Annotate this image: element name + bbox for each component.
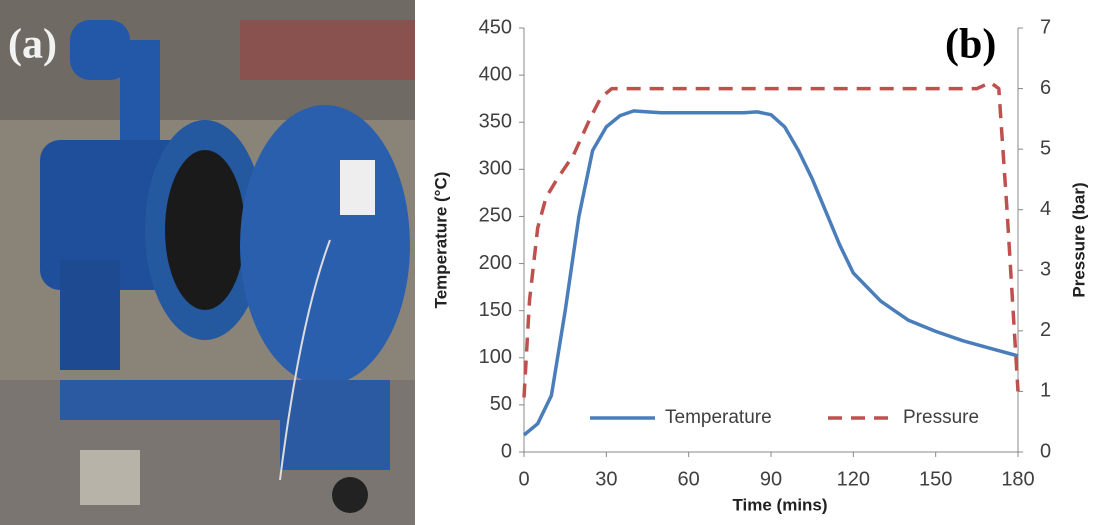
x-tick-label: 90: [760, 468, 782, 490]
x-tick-label: 30: [595, 468, 617, 490]
y-tick-label: 150: [479, 299, 512, 321]
y2-tick-label: 5: [1040, 137, 1051, 159]
y2-tick-label: 1: [1040, 380, 1051, 402]
y2-tick-label: 4: [1040, 198, 1051, 220]
series-line: [522, 80, 1020, 398]
y2-tick-label: 2: [1040, 319, 1051, 341]
panel-label: (b): [945, 22, 996, 68]
x-tick-label: 120: [837, 468, 870, 490]
y2-axis-title: Pressure (bar): [1069, 182, 1088, 297]
series-line: [522, 109, 1019, 437]
x-tick-label: 150: [919, 468, 952, 490]
y-axis-title: Temperature (°C): [431, 172, 450, 309]
y-tick-label: 400: [479, 63, 512, 85]
x-tick-label: 60: [678, 468, 700, 490]
panel-label: (a): [8, 22, 57, 68]
x-axis-title: Time (mins): [732, 495, 827, 514]
legend-label: Temperature: [665, 407, 772, 428]
y-tick-label: 450: [479, 16, 512, 38]
y-tick-label: 100: [479, 346, 512, 368]
legend-label: Pressure: [903, 407, 979, 428]
photo: (a): [0, 0, 415, 525]
y2-tick-label: 6: [1040, 77, 1051, 99]
y2-tick-label: 3: [1040, 259, 1051, 281]
y-tick-label: 0: [501, 440, 512, 462]
x-tick-label: 180: [1001, 468, 1034, 490]
y-tick-label: 200: [479, 252, 512, 274]
y-tick-label: 250: [479, 205, 512, 227]
y-tick-label: 300: [479, 158, 512, 180]
y-tick-label: 350: [479, 111, 512, 133]
x-tick-label: 0: [518, 468, 529, 490]
y-tick-label: 50: [490, 393, 512, 415]
y2-tick-label: 0: [1040, 440, 1051, 462]
y2-tick-label: 7: [1040, 16, 1051, 38]
